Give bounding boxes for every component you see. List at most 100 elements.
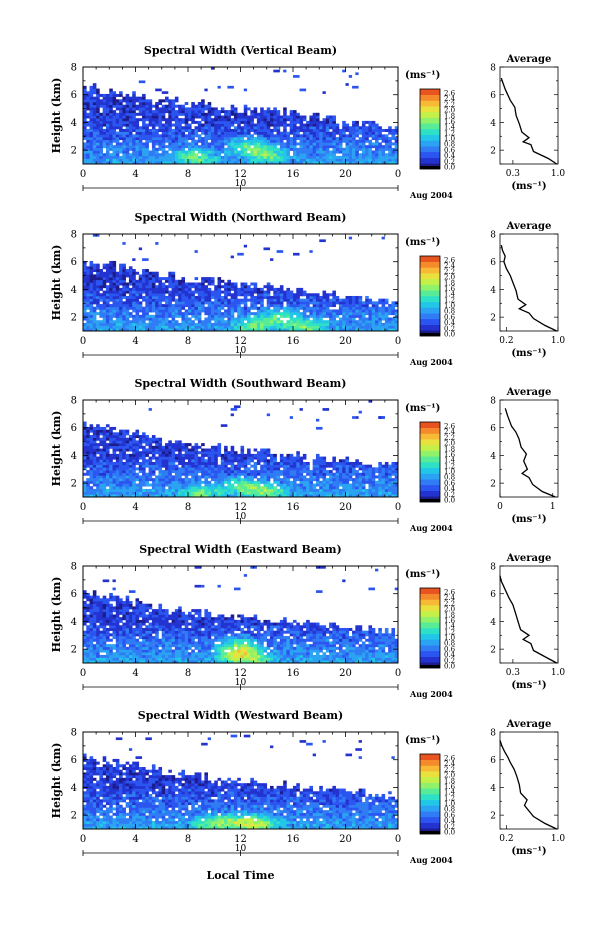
heatmap-cell — [148, 440, 153, 444]
heatmap-cell — [322, 290, 327, 294]
heatmap-cell — [194, 312, 199, 316]
heatmap-cell — [286, 134, 291, 138]
heatmap-cell — [142, 470, 146, 474]
heatmap-cell — [270, 115, 274, 119]
heatmap-cell — [224, 295, 228, 299]
heatmap-cell — [96, 426, 100, 430]
heatmap-cell — [296, 314, 300, 318]
heatmap-cell — [96, 320, 100, 324]
heatmap-cell — [112, 145, 117, 149]
heatmap-cell — [217, 150, 222, 154]
heatmap-cell — [109, 104, 113, 108]
heatmap-cell — [375, 328, 379, 332]
heatmap-cell — [165, 475, 169, 479]
panel-title: Spectral Width (Northward Beam) — [135, 211, 347, 224]
heatmap-cell — [319, 139, 323, 143]
heatmap-cell — [296, 128, 300, 132]
heatmap-cell — [168, 491, 172, 495]
heatmap-cell — [227, 472, 231, 476]
heatmap-cell — [237, 131, 241, 135]
heatmap-cell — [201, 102, 205, 106]
heatmap-cell — [188, 112, 192, 116]
heatmap-cell — [99, 459, 103, 463]
heatmap-cell — [289, 314, 294, 318]
heatmap-cell — [174, 301, 179, 305]
heatmap-cell — [263, 486, 268, 490]
heatmap-cell — [83, 467, 87, 471]
heatmap-cell — [148, 282, 153, 286]
heatmap-cell — [181, 320, 186, 324]
heatmap-cell — [201, 470, 205, 474]
heatmap-cell — [253, 298, 258, 302]
heatmap-cell — [279, 147, 284, 151]
heatmap-cell — [96, 282, 100, 286]
heatmap-cell — [207, 161, 212, 165]
heatmap-cell — [178, 440, 182, 444]
heatmap-cell — [135, 147, 140, 151]
heatmap-cell — [122, 443, 126, 447]
heatmap-cell — [119, 161, 123, 165]
heatmap-cell — [168, 486, 172, 490]
heatmap-cell — [171, 325, 176, 329]
heatmap-cell — [109, 99, 113, 103]
heatmap-cell — [224, 459, 228, 463]
heatmap-cell — [102, 445, 107, 449]
heatmap-cell — [174, 467, 179, 471]
colorbar-tick-label: 0.6 — [444, 313, 456, 321]
heatmap-cell — [210, 483, 215, 487]
heatmap-cell — [148, 328, 153, 332]
heatmap-cell — [181, 150, 186, 154]
heatmap-cell — [92, 483, 97, 487]
heatmap-cell — [233, 158, 238, 162]
heatmap-cell — [105, 110, 110, 114]
heatmap-cell — [256, 480, 261, 484]
heatmap-cell — [89, 158, 94, 162]
heatmap-cell — [178, 328, 182, 332]
heatmap-cell — [142, 483, 146, 487]
colorbar-swatch — [420, 267, 440, 274]
panel-3: Spectral Width (Southward Beam)0 4 8 12 16 20… — [50, 377, 559, 533]
heatmap-cell — [197, 461, 202, 465]
heatmap-cell — [260, 126, 264, 130]
heatmap-cell — [358, 304, 363, 308]
heatmap-cell — [227, 126, 231, 130]
heatmap-cell — [122, 464, 126, 468]
heatmap-cell — [312, 147, 317, 151]
heatmap-cell — [283, 69, 287, 73]
heatmap-cell — [237, 137, 241, 141]
heatmap-cell — [188, 147, 192, 151]
heatmap-cell — [345, 304, 350, 308]
heatmap-cell — [286, 147, 291, 151]
heatmap-cell — [283, 314, 287, 318]
heatmap-cell — [375, 309, 379, 313]
heatmap-cell — [161, 139, 166, 143]
heatmap-cell — [119, 467, 123, 471]
heatmap-cell — [191, 118, 195, 122]
heatmap-cell — [102, 451, 107, 455]
heatmap-cell — [240, 120, 245, 124]
heatmap-cell — [89, 309, 94, 313]
heatmap-cell — [178, 131, 182, 135]
heatmap-cell — [119, 102, 123, 106]
heatmap-cell — [145, 290, 149, 294]
heatmap-cell — [188, 285, 192, 289]
heatmap-cell — [102, 328, 107, 332]
heatmap-cell — [99, 320, 103, 324]
heatmap-cell — [161, 445, 166, 449]
heatmap-cell — [329, 137, 333, 141]
heatmap-cell — [115, 445, 120, 449]
heatmap-cell — [296, 309, 300, 313]
heatmap-cell — [89, 147, 94, 151]
heatmap-cell — [109, 456, 113, 460]
heatmap-cell — [243, 161, 248, 165]
heatmap-cell — [181, 461, 186, 465]
heatmap-cell — [191, 301, 195, 305]
heatmap-cell — [279, 459, 284, 463]
heatmap-cell — [148, 287, 153, 291]
heatmap-cell — [283, 478, 287, 482]
heatmap-cell — [293, 147, 297, 151]
heatmap-cell — [89, 134, 94, 138]
heatmap-cell — [201, 104, 205, 108]
heatmap-cell — [89, 128, 94, 132]
heatmap-cell — [227, 153, 231, 157]
